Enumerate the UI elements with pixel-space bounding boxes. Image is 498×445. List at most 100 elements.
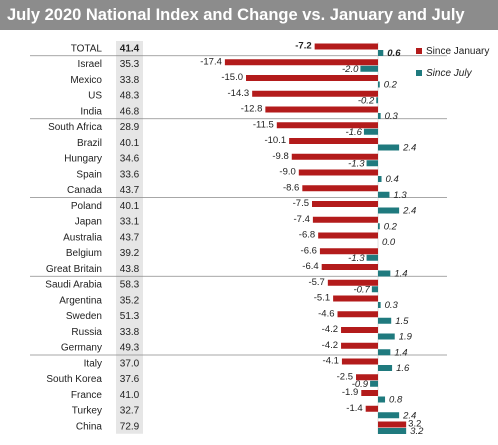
value-label-since-january: -14.3: [228, 88, 250, 99]
bar-since-july: [378, 428, 407, 434]
row-label: Belgium: [66, 248, 102, 259]
value-label-since-january: -4.1: [323, 356, 339, 367]
value-label-since-january: -9.8: [272, 151, 288, 162]
index-value: 35.2: [120, 295, 140, 306]
value-label-since-january: -8.6: [283, 182, 299, 193]
value-label-since-july: 0.2: [384, 80, 398, 91]
value-label-since-january: -7.2: [295, 41, 311, 52]
value-label-since-january: -1.4: [346, 403, 362, 414]
value-label-since-january: -7.4: [294, 214, 310, 225]
bar-since-july: [378, 144, 400, 151]
bar-since-july: [363, 128, 378, 135]
bar-since-january: [341, 358, 378, 365]
value-label-since-july: 0.3: [385, 111, 399, 122]
row-label: Brazil: [77, 138, 102, 149]
index-value: 39.2: [120, 248, 140, 259]
value-label-since-january: 3.2: [408, 419, 421, 430]
index-value: 33.8: [120, 327, 140, 338]
value-label-since-january: -5.1: [314, 293, 330, 304]
bar-since-january: [318, 232, 378, 239]
row-label: Sweden: [66, 311, 102, 322]
value-label-since-july: -1.3: [348, 158, 365, 169]
value-label-since-july: 0.2: [384, 221, 398, 232]
value-label-since-january: -11.5: [253, 119, 274, 130]
index-value: 51.3: [120, 311, 140, 322]
bar-since-january: [378, 421, 407, 428]
index-value: 49.3: [120, 343, 140, 354]
bar-since-july: [378, 50, 384, 56]
bar-since-january: [341, 327, 378, 333]
bar-since-january: [312, 216, 378, 223]
row-label: Turkey: [72, 406, 102, 417]
bar-since-january: [356, 374, 378, 381]
row-label: Italy: [84, 358, 102, 369]
bar-since-july: [371, 286, 378, 293]
value-label-since-january: -4.2: [322, 340, 338, 351]
index-value: 32.7: [120, 406, 140, 417]
row-label: Canada: [67, 185, 102, 196]
value-label-since-july: -0.2: [358, 95, 375, 106]
bar-since-july: [378, 349, 391, 356]
bar-since-january: [319, 248, 378, 255]
index-value: 48.3: [120, 91, 140, 102]
bar-since-july: [360, 65, 378, 72]
bar-since-january: [312, 201, 378, 207]
index-value: 43.7: [120, 232, 140, 243]
row-label: Argentina: [59, 295, 102, 306]
index-value: 46.8: [120, 106, 140, 117]
index-value: 28.9: [120, 122, 140, 133]
bar-since-july: [366, 160, 378, 167]
value-label-since-january: -12.8: [241, 104, 263, 115]
index-column-bg: [116, 41, 143, 434]
legend-label-since-january: Since January: [426, 46, 489, 57]
bar-since-july: [378, 365, 393, 371]
value-label-since-january: -15.0: [221, 72, 243, 83]
bar-since-july: [378, 207, 400, 214]
bar-since-july: [376, 97, 378, 104]
row-label: China: [76, 421, 103, 432]
value-label-since-july: 2.4: [402, 410, 416, 421]
value-label-since-january: -7.5: [293, 198, 309, 209]
row-label: South Korea: [46, 374, 102, 385]
row-label: Germany: [61, 343, 102, 354]
bar-since-july: [378, 333, 395, 340]
bar-since-january: [302, 185, 378, 192]
bar-since-july: [378, 396, 386, 403]
value-label-since-july: -1.3: [348, 253, 365, 264]
index-value: 34.6: [120, 154, 140, 165]
row-label: South Africa: [48, 122, 102, 133]
row-label: India: [80, 106, 102, 117]
bar-since-january: [333, 295, 378, 302]
row-label: Great Britain: [46, 264, 102, 275]
bar-since-january: [321, 264, 378, 270]
bar-since-july: [378, 176, 382, 182]
value-label-since-july: 1.3: [393, 190, 407, 201]
value-label-since-january: -9.0: [279, 167, 295, 178]
value-label-since-july: 0.0: [382, 237, 396, 248]
value-label-since-july: 3.2: [410, 426, 424, 437]
value-label-since-july: -0.9: [352, 379, 369, 390]
bar-since-july: [378, 317, 392, 324]
row-label: Hungary: [64, 154, 102, 165]
index-value: 72.9: [120, 421, 140, 432]
row-label: Israel: [78, 59, 102, 70]
row-label: TOTAL: [71, 43, 103, 54]
value-label-since-july: 0.3: [385, 300, 399, 311]
row-label: Japan: [75, 217, 102, 228]
index-value: 41.4: [120, 43, 140, 54]
index-value: 40.1: [120, 201, 140, 212]
value-label-since-january: -6.4: [302, 261, 318, 272]
row-label: Australia: [63, 232, 102, 243]
value-label-since-july: 1.9: [399, 332, 413, 343]
legend-swatch-since-january: [416, 48, 422, 54]
bar-since-july: [378, 270, 391, 277]
value-label-since-january: -4.6: [318, 308, 334, 319]
bar-since-january: [298, 169, 378, 176]
value-label-since-july: 2.4: [402, 143, 416, 154]
bar-since-july: [370, 380, 378, 387]
value-label-since-july: 0.4: [386, 174, 399, 185]
index-value: 58.3: [120, 280, 140, 291]
index-value: 35.3: [120, 59, 140, 70]
index-value: 33.8: [120, 75, 140, 86]
index-value: 40.1: [120, 138, 140, 149]
